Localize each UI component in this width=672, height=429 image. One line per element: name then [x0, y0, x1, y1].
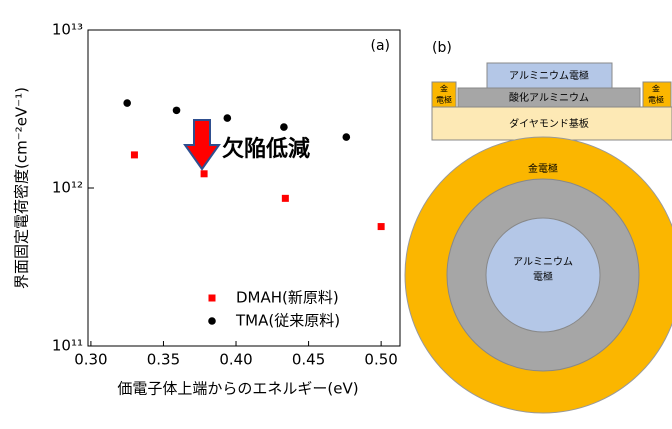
- inner-disk-label: 電極: [533, 270, 553, 283]
- top-electrode-label: アルミニウム電極: [509, 69, 589, 82]
- point: [281, 194, 289, 202]
- gold-label: 金: [652, 84, 660, 94]
- x-axis-label: 価電子体上端からのエネルギー(eV): [117, 380, 358, 398]
- point: [342, 133, 351, 141]
- y-tick-label: 10¹²: [52, 179, 83, 197]
- gold-label: 電極: [648, 95, 664, 105]
- annotation: 欠陥低減: [222, 136, 310, 162]
- gold-pad: [642, 81, 672, 108]
- gold-pad: [431, 81, 457, 108]
- y-tick-label: 10¹³: [52, 21, 83, 39]
- y-tick-label: 10¹¹: [52, 337, 83, 355]
- diagram: (b) ダイヤモンド基板 酸化アルミニウム アルミニウム電極 金 電極 金 電極…: [404, 40, 672, 414]
- point: [200, 170, 208, 178]
- gold-label: 電極: [436, 95, 452, 105]
- point: [377, 223, 385, 231]
- x-tick-label: 0.45: [292, 351, 325, 369]
- substrate-label: ダイヤモンド基板: [509, 117, 589, 130]
- point: [130, 151, 138, 159]
- panel-label: (a): [370, 38, 390, 54]
- point: [123, 99, 131, 107]
- x-tick-label: 0.40: [219, 351, 252, 369]
- gold-label: 金: [440, 84, 448, 94]
- legend-label: DMAH(新原料): [236, 289, 339, 307]
- point: [172, 106, 181, 115]
- panel-label: (b): [432, 40, 452, 56]
- y-axis-label: 界面固定電荷密度(cm⁻²eV⁻¹): [13, 87, 31, 289]
- x-tick-label: 0.50: [364, 351, 397, 369]
- chart: (a) 欠陥低減 価電子体上端からのエネルギー(eV) 界面固定電荷密度(cm⁻…: [13, 21, 401, 398]
- top-electrode: [486, 62, 613, 89]
- legend-marker: [208, 294, 216, 302]
- inner-disk: [485, 217, 601, 333]
- substrate-layer: [431, 106, 672, 141]
- point: [280, 123, 288, 131]
- legend-label: TMA(従来原料): [235, 312, 340, 330]
- outer-ring-label: 金電極: [528, 162, 558, 175]
- x-tick-label: 0.30: [74, 351, 107, 369]
- x-tick-label: 0.35: [147, 351, 180, 369]
- legend-marker: [208, 317, 216, 325]
- oxide-label: 酸化アルミニウム: [509, 91, 589, 104]
- arrow: [183, 119, 221, 171]
- point: [223, 114, 232, 122]
- inner-disk-label: アルミニウム: [513, 256, 573, 268]
